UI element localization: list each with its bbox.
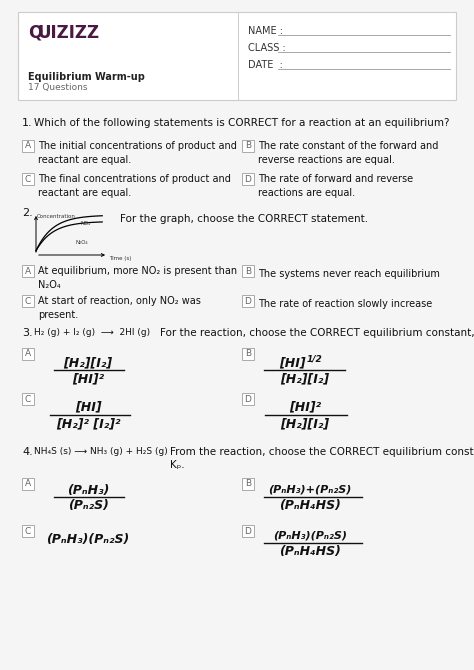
Text: NAME :: NAME : <box>248 26 283 36</box>
Text: (PₙH₃): (PₙH₃) <box>67 484 109 497</box>
Text: The final concentrations of product and
reactant are equal.: The final concentrations of product and … <box>38 174 231 198</box>
Text: The initial concentrations of product and
reactant are equal.: The initial concentrations of product an… <box>38 141 237 165</box>
Text: [H₂][I₂]: [H₂][I₂] <box>281 372 329 385</box>
Text: (PₙH₃)(Pₙ₂S): (PₙH₃)(Pₙ₂S) <box>273 530 347 540</box>
Text: N₂O₄: N₂O₄ <box>75 241 88 245</box>
Text: C: C <box>25 174 31 184</box>
FancyBboxPatch shape <box>22 348 34 360</box>
Text: CLASS :: CLASS : <box>248 43 286 53</box>
FancyBboxPatch shape <box>22 295 34 307</box>
Text: At equilibrium, more NO₂ is present than
N₂O₄: At equilibrium, more NO₂ is present than… <box>38 266 237 290</box>
Text: C: C <box>25 297 31 306</box>
Text: Concentration: Concentration <box>37 214 76 219</box>
Text: (Pₙ₂S): (Pₙ₂S) <box>68 499 109 512</box>
Text: A: A <box>25 267 31 275</box>
Text: The systems never reach equilibrium: The systems never reach equilibrium <box>258 269 440 279</box>
Text: C: C <box>25 395 31 403</box>
Text: D: D <box>245 395 251 403</box>
Text: (PₙH₃)+(Pₙ₂S): (PₙH₃)+(Pₙ₂S) <box>268 484 352 494</box>
Text: [H₂]² [I₂]²: [H₂]² [I₂]² <box>56 417 120 430</box>
Text: UIZIZZ: UIZIZZ <box>38 24 100 42</box>
Text: A: A <box>25 480 31 488</box>
Text: From the reaction, choose the CORRECT equilibrium constant,
Kₚ.: From the reaction, choose the CORRECT eq… <box>170 447 474 470</box>
Text: For the graph, choose the CORRECT statement.: For the graph, choose the CORRECT statem… <box>120 214 368 224</box>
Text: 1.: 1. <box>22 118 33 128</box>
Text: Q: Q <box>28 24 42 42</box>
Text: (PₙH₄HS): (PₙH₄HS) <box>279 545 341 558</box>
Text: [H₂][I₂]: [H₂][I₂] <box>64 356 112 369</box>
FancyBboxPatch shape <box>22 140 34 152</box>
FancyBboxPatch shape <box>242 525 254 537</box>
Text: [H₂][I₂]: [H₂][I₂] <box>281 417 329 430</box>
FancyBboxPatch shape <box>22 393 34 405</box>
Text: The rate of forward and reverse
reactions are equal.: The rate of forward and reverse reaction… <box>258 174 413 198</box>
Text: D: D <box>245 297 251 306</box>
Text: [HI]: [HI] <box>279 356 306 369</box>
Text: DATE  :: DATE : <box>248 60 283 70</box>
Text: B: B <box>245 480 251 488</box>
Text: B: B <box>245 350 251 358</box>
Text: D: D <box>245 174 251 184</box>
FancyBboxPatch shape <box>242 478 254 490</box>
FancyBboxPatch shape <box>242 265 254 277</box>
Text: D: D <box>245 527 251 535</box>
Text: NO₂: NO₂ <box>81 220 91 226</box>
FancyBboxPatch shape <box>242 173 254 185</box>
Text: For the reaction, choose the CORRECT equilibrium constant, Kⲟ.: For the reaction, choose the CORRECT equ… <box>160 328 474 338</box>
Text: 3.: 3. <box>22 328 33 338</box>
Text: [HI]: [HI] <box>75 400 101 413</box>
Text: B: B <box>245 267 251 275</box>
Text: H₂ (g) + I₂ (g)  ⟶  2HI (g): H₂ (g) + I₂ (g) ⟶ 2HI (g) <box>34 328 150 337</box>
Text: [HI]²: [HI]² <box>289 400 321 413</box>
FancyBboxPatch shape <box>22 525 34 537</box>
Text: (PₙH₃)(Pₙ₂S): (PₙH₃)(Pₙ₂S) <box>46 533 129 546</box>
Text: (PₙH₄HS): (PₙH₄HS) <box>279 499 341 512</box>
Text: [HI]²: [HI]² <box>72 372 104 385</box>
FancyBboxPatch shape <box>242 295 254 307</box>
FancyBboxPatch shape <box>242 393 254 405</box>
Text: 17 Questions: 17 Questions <box>28 83 88 92</box>
Text: 1/2: 1/2 <box>307 354 323 363</box>
FancyBboxPatch shape <box>242 140 254 152</box>
Text: Which of the following statements is CORRECT for a reaction at an equilibrium?: Which of the following statements is COR… <box>34 118 449 128</box>
Text: 4.: 4. <box>22 447 33 457</box>
FancyBboxPatch shape <box>22 173 34 185</box>
Text: A: A <box>25 141 31 151</box>
Text: At start of reaction, only NO₂ was
present.: At start of reaction, only NO₂ was prese… <box>38 296 201 320</box>
Text: A: A <box>25 350 31 358</box>
FancyBboxPatch shape <box>18 12 456 100</box>
Text: Time (s): Time (s) <box>109 256 131 261</box>
Text: The rate of reaction slowly increase: The rate of reaction slowly increase <box>258 299 432 309</box>
Text: B: B <box>245 141 251 151</box>
Text: C: C <box>25 527 31 535</box>
FancyBboxPatch shape <box>242 348 254 360</box>
FancyBboxPatch shape <box>22 478 34 490</box>
Text: The rate constant of the forward and
reverse reactions are equal.: The rate constant of the forward and rev… <box>258 141 438 165</box>
FancyBboxPatch shape <box>22 265 34 277</box>
Text: Equilibrium Warm-up: Equilibrium Warm-up <box>28 72 145 82</box>
Text: 2.: 2. <box>22 208 33 218</box>
Text: NH₄S (s) ⟶ NH₃ (g) + H₂S (g): NH₄S (s) ⟶ NH₃ (g) + H₂S (g) <box>34 447 168 456</box>
